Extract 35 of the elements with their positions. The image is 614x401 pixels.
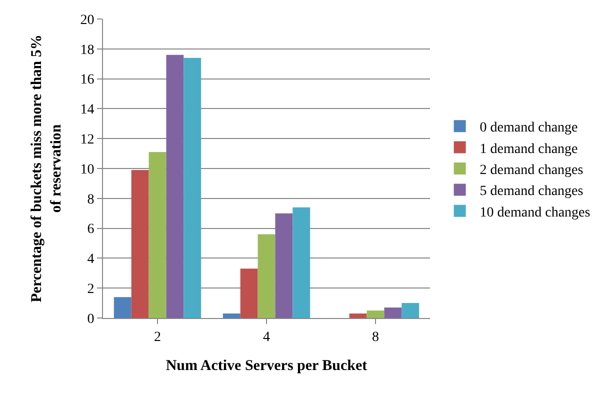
- y-tick-label: 8: [87, 192, 94, 208]
- bar: [166, 54, 184, 318]
- bar: [222, 314, 240, 318]
- bar: [258, 234, 276, 318]
- y-tick-label: 10: [80, 162, 94, 178]
- y-tick-label: 14: [80, 102, 94, 118]
- y-tick-label: 20: [80, 12, 94, 28]
- bar: [366, 310, 384, 318]
- bar: [402, 303, 420, 318]
- legend-label: 0 demand change: [480, 120, 578, 136]
- bar: [114, 297, 132, 318]
- y-tick-label: 12: [80, 132, 94, 148]
- legend-label: 1 demand change: [480, 142, 578, 157]
- bar: [275, 213, 293, 318]
- y-tick-label: 2: [87, 282, 94, 297]
- bar: [184, 58, 202, 318]
- y-tick-label: 6: [87, 222, 94, 238]
- y-axis-title: Percentage of buckets miss more than 5% of reservation: [28, 34, 64, 302]
- x-tick-label: 2: [154, 330, 161, 345]
- bar: [384, 308, 402, 318]
- y-tick-label: 4: [87, 252, 94, 268]
- bar: [131, 170, 149, 318]
- y-tick-label: 0: [87, 312, 94, 327]
- legend-label: 10 demand changes: [480, 205, 590, 220]
- x-tick-label: 4: [263, 330, 270, 345]
- bar: [292, 207, 310, 318]
- x-tick-label: 8: [372, 330, 379, 345]
- bar: [148, 152, 166, 318]
- y-tick-label: 18: [80, 42, 94, 58]
- bar: [240, 268, 258, 318]
- legend-label: 2 demand changes: [480, 162, 584, 178]
- bar: [349, 314, 367, 318]
- x-axis-title: Num Active Servers per Bucket: [166, 358, 368, 374]
- legend-label: 5 demand changes: [480, 184, 584, 200]
- y-tick-label: 16: [80, 72, 94, 88]
